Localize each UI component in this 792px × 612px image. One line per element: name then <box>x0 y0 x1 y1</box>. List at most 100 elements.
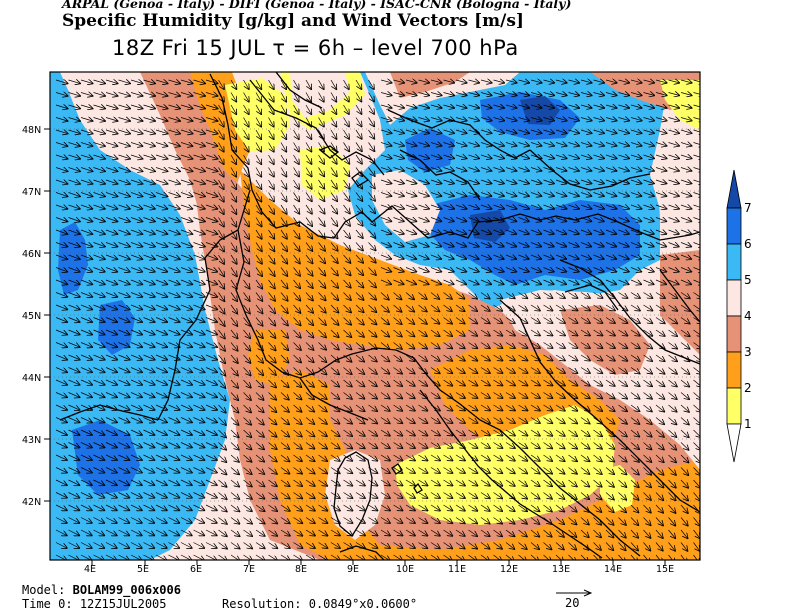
wind-vector-arrow <box>230 117 236 127</box>
wind-vector-arrow <box>693 168 700 171</box>
wind-vector-arrow <box>130 155 142 159</box>
wind-vector-arrow <box>343 154 350 164</box>
wind-vector-arrow <box>318 142 325 152</box>
wind-vector-arrow <box>393 205 404 209</box>
wind-vector-arrow <box>280 154 286 164</box>
wind-vector-arrow <box>205 168 217 172</box>
wind-vector-arrow <box>593 80 605 83</box>
wind-vector-arrow <box>430 93 442 96</box>
wind-vector-arrow <box>693 193 700 197</box>
wind-vector-arrow <box>193 105 206 109</box>
wind-vector-arrow <box>118 118 131 122</box>
wind-vector-arrow <box>568 205 579 209</box>
wind-vector-arrow <box>518 80 530 83</box>
wind-vector-arrow <box>543 80 555 83</box>
model-value: BOLAM99_006x006 <box>72 583 181 597</box>
wind-vector-arrow <box>493 130 505 133</box>
wind-vector-arrow <box>568 93 580 96</box>
shade-level-6-ne-a <box>405 128 455 172</box>
lon-label: 5E <box>137 564 149 575</box>
wind-vector-arrow <box>580 155 592 158</box>
wind-vector-arrow <box>430 80 442 83</box>
legend-swatch <box>726 207 742 245</box>
wind-vector-arrow <box>355 167 362 177</box>
wind-vector-arrow <box>668 105 680 108</box>
wind-vector-arrow <box>255 204 262 214</box>
wind-vector-arrow <box>205 193 217 197</box>
wind-vector-arrow <box>155 205 167 209</box>
wind-vector-arrow <box>255 217 262 227</box>
wind-vector-arrow <box>143 155 155 159</box>
wind-vector-arrow <box>243 142 249 152</box>
wind-vector-arrow <box>105 143 117 147</box>
wind-vector-arrow <box>580 105 592 108</box>
wind-vector-arrow <box>230 192 236 202</box>
wind-vector-arrow <box>168 205 180 209</box>
wind-vector-arrow <box>630 168 641 171</box>
wind-vector-arrow <box>493 168 504 171</box>
wind-vector-arrow <box>368 179 375 188</box>
wind-vector-arrow <box>680 155 692 158</box>
wind-vector-arrow <box>305 179 312 189</box>
wind-vector-arrow <box>193 118 206 122</box>
wind-vector-arrow <box>593 205 604 209</box>
wind-vector-arrow <box>368 92 375 102</box>
wind-vector-arrow <box>468 93 480 96</box>
wind-vector-arrow <box>580 80 592 83</box>
wind-vector-arrow <box>230 179 236 189</box>
wind-vector-arrow <box>380 193 391 197</box>
wind-vector-arrow <box>455 193 466 197</box>
wind-vector-arrow <box>255 104 261 114</box>
wind-vector-arrow <box>618 80 630 83</box>
wind-vector-arrow <box>80 143 92 147</box>
wind-vector-arrow <box>118 180 130 184</box>
wind-vector-arrow <box>418 80 430 83</box>
lat-label: 43N <box>22 435 41 446</box>
wind-vector-arrow <box>105 118 118 122</box>
wind-vector-arrow <box>143 205 155 209</box>
wind-vector-arrow <box>518 193 529 197</box>
wind-vector-arrow <box>518 180 529 184</box>
wind-vector-arrow <box>318 192 325 202</box>
wind-vector-arrow <box>543 143 555 146</box>
wind-vector-arrow <box>455 168 466 171</box>
wind-vector-arrow <box>668 193 679 197</box>
wind-vector-arrow <box>368 104 375 114</box>
wind-vector-arrow <box>355 92 361 102</box>
wind-vector-arrow <box>280 79 286 89</box>
wind-vector-arrow <box>443 180 454 184</box>
lat-label: 45N <box>22 311 41 322</box>
wind-vector-arrow <box>330 79 336 89</box>
wind-vector-arrow <box>530 80 542 83</box>
time-value: 12Z15JUL2005 <box>79 597 167 611</box>
wind-vector-arrow <box>580 168 591 171</box>
wind-vector-arrow <box>343 79 349 89</box>
wind-vector-arrow <box>480 80 492 83</box>
wind-vector-arrow <box>455 118 467 121</box>
vector-scale: 20 <box>556 589 593 610</box>
wind-vector-arrow <box>155 168 167 172</box>
wind-vector-arrow <box>618 118 630 121</box>
wind-vector-arrow <box>568 168 579 171</box>
wind-vector-arrow <box>380 105 392 108</box>
wind-vector-arrow <box>343 142 350 152</box>
model-line: Model: BOLAM99_006x006 <box>22 583 181 597</box>
wind-vector-arrow <box>693 118 700 121</box>
wind-vector-arrow <box>655 155 667 158</box>
wind-vector-arrow <box>530 155 542 158</box>
wind-vectors <box>55 79 700 560</box>
wind-vector-arrow <box>143 180 155 184</box>
wind-vector-arrow <box>268 129 274 139</box>
wind-vector-arrow <box>155 105 168 109</box>
lon-axis: 4E 5E 6E 7E 8E 9E 10E 11E 12E 13E 14E 15… <box>84 560 674 575</box>
wind-vector-arrow <box>93 205 105 209</box>
wind-vector-arrow <box>480 155 492 158</box>
wind-vector-arrow <box>330 117 336 127</box>
wind-vector-arrow <box>155 93 168 96</box>
wind-vector-arrow <box>305 92 311 102</box>
wind-vector-arrow <box>605 180 616 184</box>
wind-vector-arrow <box>230 79 236 89</box>
wind-vector-arrow <box>255 142 261 152</box>
wind-vector-arrow <box>680 93 692 96</box>
resolution-line: Resolution: 0.0849°x0.0600° <box>222 597 417 611</box>
